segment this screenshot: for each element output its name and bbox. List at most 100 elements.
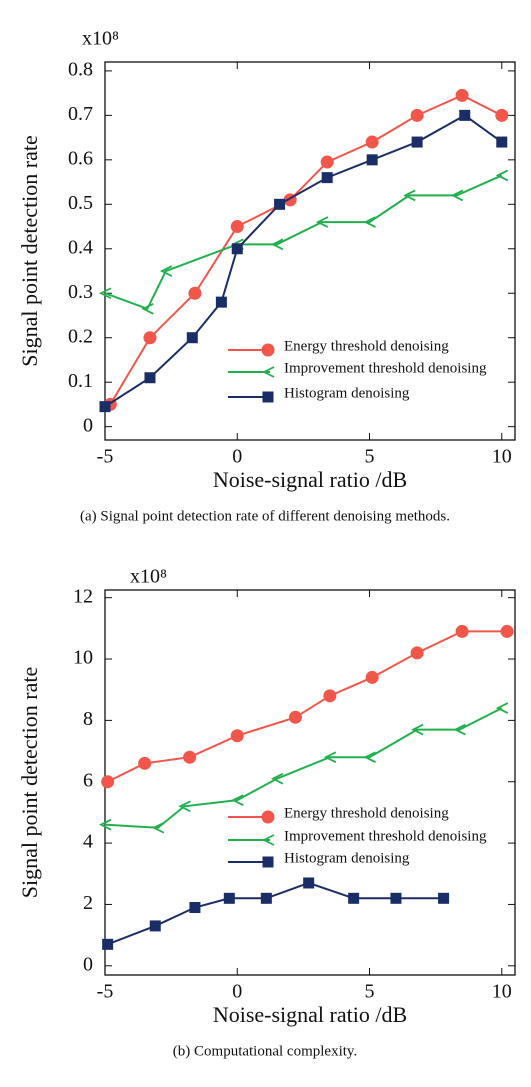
marker: [231, 794, 244, 806]
marker: [178, 800, 191, 813]
legend-marker: [261, 366, 275, 378]
marker: [321, 172, 333, 184]
marker: [189, 902, 201, 914]
marker: [159, 265, 173, 277]
x-axis-label: Noise-signal ratio /dB: [213, 467, 407, 492]
plot-frame: [104, 61, 516, 441]
marker: [410, 646, 424, 660]
marker: [149, 920, 161, 932]
x-tick-label: 0: [232, 446, 242, 468]
x-tick-label: 10: [492, 981, 512, 1003]
marker: [151, 821, 165, 834]
marker: [144, 372, 156, 384]
y-axis-label: Signal point detection rate: [17, 135, 42, 367]
series-line: [104, 707, 503, 829]
y-tick-label: 12: [73, 585, 93, 607]
marker: [411, 723, 424, 736]
y-tick-label: 4: [83, 831, 93, 853]
legend-marker: [262, 856, 274, 868]
marker: [363, 216, 376, 228]
legend-label: Improvement threshold denoising: [284, 360, 487, 376]
series-line: [107, 881, 444, 946]
legend-label: Histogram denoising: [284, 385, 410, 401]
y-axis-label: Signal point detection rate: [17, 667, 42, 899]
marker: [215, 296, 227, 308]
caption: (b) Computational complexity.: [173, 1043, 357, 1059]
marker: [323, 751, 337, 763]
marker: [138, 756, 152, 770]
x-tick-label: -5: [97, 446, 114, 468]
y-tick-label: 10: [73, 647, 93, 669]
scale-note: x10⁸: [130, 566, 167, 588]
marker: [320, 155, 334, 169]
legend-label: Energy threshold denoising: [284, 805, 449, 821]
marker: [495, 108, 509, 122]
marker: [411, 136, 423, 148]
y-tick-label: 0.2: [68, 325, 93, 347]
marker: [274, 198, 286, 210]
marker: [323, 689, 337, 703]
marker: [102, 938, 114, 950]
marker: [230, 729, 244, 743]
marker: [438, 892, 450, 904]
x-tick-label: 0: [232, 981, 242, 1003]
marker: [496, 136, 508, 148]
marker: [495, 169, 509, 182]
scale-note: x10⁸: [82, 28, 119, 50]
marker: [231, 243, 243, 255]
x-tick-label: 5: [365, 446, 375, 468]
marker: [365, 670, 379, 684]
marker: [98, 818, 112, 831]
marker: [188, 286, 202, 300]
marker: [223, 892, 235, 904]
y-tick-label: 0.6: [68, 147, 93, 169]
marker: [260, 892, 272, 904]
marker: [141, 303, 154, 315]
marker: [230, 220, 244, 234]
caption: (a) Signal point detection rate of diffe…: [80, 508, 450, 524]
y-tick-label: 6: [83, 769, 93, 791]
marker: [288, 710, 302, 724]
marker: [270, 772, 284, 785]
y-tick-label: 8: [83, 708, 93, 730]
marker: [365, 135, 379, 149]
marker: [410, 108, 424, 122]
legend-label: Improvement threshold denoising: [284, 828, 487, 844]
marker: [101, 775, 115, 789]
marker: [315, 216, 329, 228]
x-tick-label: 10: [492, 446, 512, 468]
x-tick-label: -5: [97, 981, 114, 1003]
marker: [363, 751, 376, 763]
marker: [366, 154, 378, 166]
marker: [98, 287, 112, 300]
marker: [183, 750, 197, 764]
legend-label: Histogram denoising: [284, 850, 410, 866]
legend-marker: [261, 834, 275, 846]
marker: [403, 189, 416, 202]
marker: [303, 877, 315, 889]
legend-marker: [261, 810, 275, 824]
marker: [495, 702, 509, 714]
y-tick-label: 0.7: [68, 103, 93, 125]
marker: [348, 892, 360, 904]
marker: [143, 331, 157, 345]
series-line: [109, 94, 503, 405]
marker: [455, 624, 469, 638]
series-line: [104, 174, 503, 311]
marker: [270, 238, 284, 251]
plot-frame: [104, 589, 516, 976]
marker: [455, 88, 469, 102]
marker: [450, 189, 464, 202]
y-tick-label: 0.1: [68, 370, 93, 392]
legend-label: Energy threshold denoising: [284, 338, 449, 354]
y-tick-label: 0.8: [68, 58, 93, 80]
y-tick-label: 0: [83, 414, 93, 436]
y-tick-label: 0.5: [68, 192, 93, 214]
y-tick-label: 2: [83, 892, 93, 914]
y-tick-label: 0.3: [68, 281, 93, 303]
x-tick-label: 5: [365, 981, 375, 1003]
y-tick-label: 0.4: [68, 236, 93, 258]
marker: [453, 723, 466, 736]
legend-marker: [261, 343, 275, 357]
